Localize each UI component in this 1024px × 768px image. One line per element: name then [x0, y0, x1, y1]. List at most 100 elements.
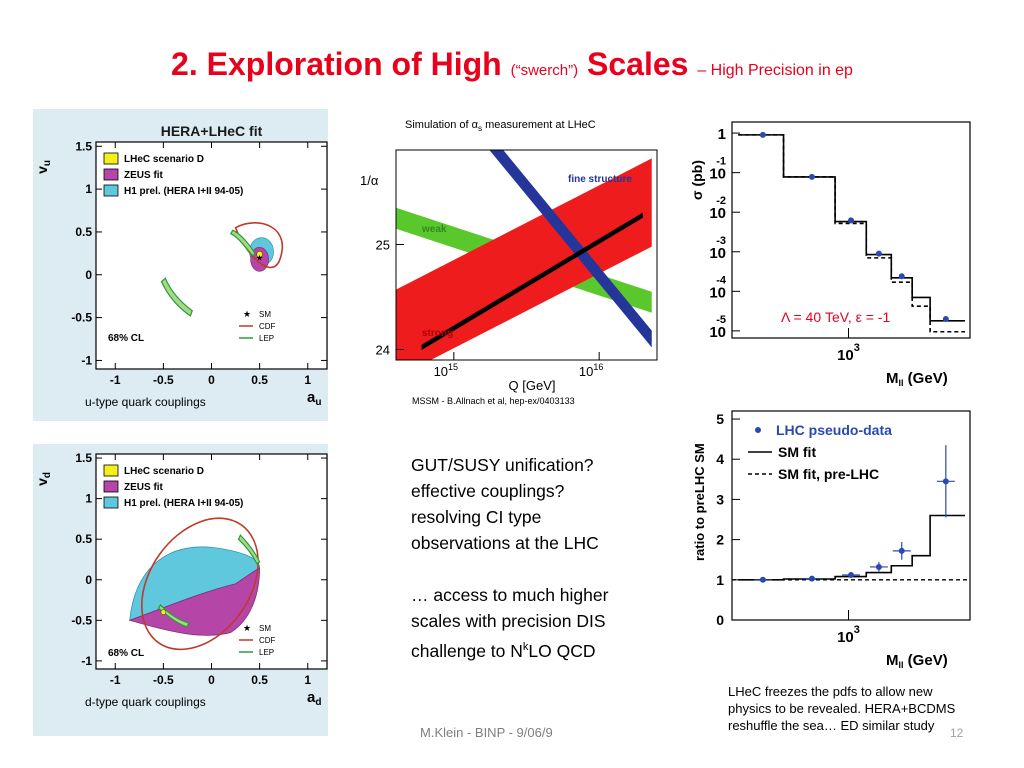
y-tick-label: 1: [85, 492, 92, 506]
data-point: [759, 576, 766, 583]
y-tick-label: 10: [709, 205, 726, 222]
x-tick-label: 1016: [579, 362, 603, 379]
y-tick-label: 5: [716, 411, 724, 427]
text-line: observations at the LHC: [411, 533, 599, 553]
lep-contour: [160, 277, 193, 317]
legend-swatch: [103, 480, 119, 493]
legend-label: H1 prel. (HERA I+II 94-05): [124, 186, 243, 197]
y-tick-label: 10: [709, 284, 726, 301]
x-tick-label: 1: [304, 373, 311, 387]
y-tick-exponent: -3: [716, 235, 726, 247]
y-tick-label: 1: [85, 182, 92, 196]
sm-fit-step: [738, 514, 966, 581]
lhec-contour: [160, 609, 167, 615]
data-point: [848, 217, 855, 224]
y-tick-label: 1.5: [75, 139, 92, 153]
d-type-contour-svg: 1.5 1 0.5 0 -0.5 -1 -1 -0.5 0 0.5 1 vd ad d-type quar…: [34, 451, 328, 709]
band-strong: [396, 158, 652, 360]
y-tick-label: 10: [709, 166, 726, 183]
legend-label: H1 prel. (HERA I+II 94-05): [124, 498, 243, 509]
data-point: [942, 315, 949, 322]
text-line: … access to much higher: [411, 585, 609, 605]
legend-swatch: [103, 168, 119, 181]
y-tick-label: 1: [718, 126, 726, 143]
y-tick-label: 0: [716, 612, 724, 628]
text-line: GUT/SUSY unification?: [411, 455, 594, 475]
title-main: 2. Exploration of High: [171, 46, 502, 82]
y-tick-exponent: -5: [716, 314, 726, 326]
data-point: [942, 478, 949, 485]
y-tick-label: 25: [376, 238, 390, 253]
slide-title: 2. Exploration of High (“swerch”) Scales…: [0, 44, 1024, 91]
x-axis-label: ad: [307, 689, 321, 708]
footer-text: M.Klein - BINP - 9/06/9: [420, 725, 553, 740]
legend-label: SM: [259, 624, 271, 633]
y-tick-label: 24: [376, 343, 390, 358]
x-tick-label: 1015: [434, 362, 458, 379]
u-type-contour-svg: HERA+LHeC fit 1.5 1 0.5 0 -0.5 -1 -1 -0.5 0 0.5 1 vu…: [34, 123, 328, 409]
y-tick-label: 2: [716, 532, 724, 548]
y-axis-label: σ (pb): [689, 160, 705, 200]
x-tick-label: -1: [110, 673, 121, 687]
ratio-svg: 5 4 3 2 1 0 103 ratio to preLHC SM Mll (GeV) LHC …: [692, 410, 971, 670]
d-type-contour-chart: 1.5 1 0.5 0 -0.5 -1 -1 -0.5 0 0.5 1 vd ad d-type quar…: [33, 444, 328, 736]
legend-label: SM fit: [778, 444, 816, 460]
chart-title: HERA+LHeC fit: [161, 123, 263, 139]
u-type-contour-chart: HERA+LHeC fit 1.5 1 0.5 0 -0.5 -1 -1 -0.5 0 0.5 1 vu…: [33, 109, 328, 421]
title-tail: – High Precision in ep: [697, 62, 853, 79]
x-tick-label: 103: [837, 624, 860, 646]
bottom-label: u-type quark couplings: [85, 395, 206, 409]
text-line: scales with precision DIS: [411, 611, 606, 631]
legend-label: SM fit, pre-LHC: [778, 466, 879, 482]
text-last-prefix: challenge to N: [411, 640, 523, 661]
cdf-contour: [140, 517, 259, 651]
lep-contour: [237, 534, 261, 565]
y-tick-label: 3: [716, 491, 724, 507]
legend-label: ZEUS fit: [124, 482, 164, 493]
x-tick-label: 1: [304, 673, 311, 687]
legend-star: ★: [243, 624, 251, 634]
text-line: resolving CI type: [411, 507, 542, 527]
y-tick-exponent: -1: [716, 156, 726, 168]
plot-frame: [395, 149, 658, 361]
legend-point: [755, 427, 761, 433]
x-axis-label: Mll (GeV): [886, 652, 948, 670]
band-label: strong: [422, 328, 453, 339]
y-tick-label: -1: [81, 353, 92, 367]
page-number: 12: [950, 726, 964, 740]
x-tick-label: -1: [110, 373, 121, 387]
x-tick-label: -0.5: [153, 373, 174, 387]
x-tick-label: 0: [208, 373, 215, 387]
data-point: [875, 250, 882, 257]
legend-label: LEP: [259, 334, 274, 343]
bottom-label: d-type quark couplings: [85, 695, 206, 709]
title-paren: (“swerch”): [510, 62, 579, 79]
y-tick-label: 10: [709, 324, 726, 341]
y-axis-label: ratio to preLHC SM: [692, 443, 707, 561]
text-spacer: [411, 556, 651, 582]
figure-caption: LHeC freezes the pdfs to allow new physi…: [728, 683, 1018, 734]
y-tick-label: -1: [81, 654, 92, 668]
legend-swatch: [103, 496, 119, 509]
cross-section-chart: 1 10 -1 10 -2 10 -3 10 -4 10 -5 103 σ (pb) Mll (GeV) Λ…: [686, 108, 976, 398]
lhec-contour: [256, 251, 263, 258]
y-tick-label: -0.5: [71, 613, 92, 627]
text-last-suffix: LO QCD: [528, 640, 596, 661]
y-tick-label: 10: [709, 245, 726, 262]
y-tick-label: 4: [716, 451, 724, 467]
legend-swatch: [103, 464, 119, 477]
chart-title: Simulation of αs measurement at LHeC: [405, 119, 596, 133]
y-tick-label: 0: [85, 573, 92, 587]
data-point: [808, 575, 815, 582]
caption-line: LHeC freezes the pdfs to allow new: [728, 684, 933, 699]
caption-line: physics to be revealed. HERA+BCDMS: [728, 701, 956, 716]
annotation-label: Λ = 40 TeV, ε = -1: [781, 309, 890, 325]
legend-swatch: [103, 152, 119, 165]
cl-label: 68% CL: [108, 648, 144, 659]
band-black-line: [421, 212, 643, 351]
y-axis-label: 1/α: [360, 173, 379, 188]
caption-line: reshuffle the sea… ED similar study: [728, 718, 935, 733]
y-tick-label: 1: [716, 572, 724, 588]
y-tick-label: 0: [85, 268, 92, 282]
